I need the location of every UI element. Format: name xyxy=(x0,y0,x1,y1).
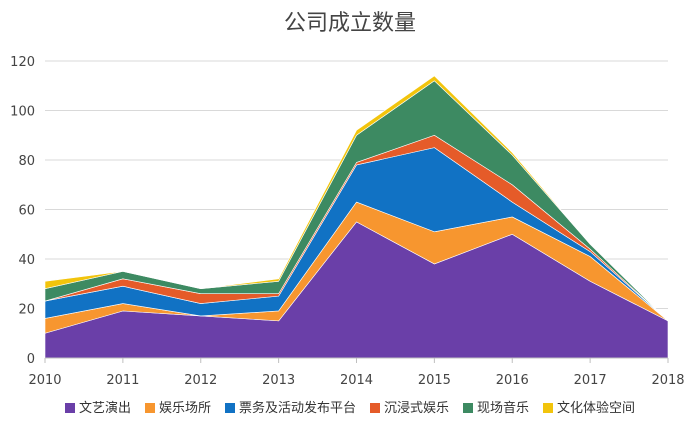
axes: 0 20 40 60 80 100 120 2010 2011 2012 2013 2014 2015 2… xyxy=(10,55,684,388)
legend-label: 沉浸式娱乐 xyxy=(384,401,449,416)
legend-label: 票务及活动发布平台 xyxy=(239,400,356,416)
area-series xyxy=(44,75,669,359)
legend-swatch xyxy=(370,403,380,413)
x-tick-label: 2010 xyxy=(28,373,61,388)
y-tick-label: 40 xyxy=(18,253,35,268)
x-tick-label: 2013 xyxy=(262,373,295,388)
legend-label: 文化体验空间 xyxy=(557,400,635,416)
y-tick-label: 0 xyxy=(27,352,35,367)
legend-swatch xyxy=(225,403,235,413)
legend-swatch xyxy=(145,403,155,413)
legend-swatch xyxy=(543,403,553,413)
y-tick-label: 80 xyxy=(18,154,35,169)
x-tick-label: 2012 xyxy=(184,373,217,388)
legend-item: 文艺演出 xyxy=(65,400,131,416)
x-tick-label: 2017 xyxy=(574,373,607,388)
legend: 文艺演出 娱乐场所 票务及活动发布平台 沉浸式娱乐 现场音乐 文化体验空间 xyxy=(65,400,635,416)
legend-item: 现场音乐 xyxy=(463,400,529,416)
x-tick-label: 2011 xyxy=(106,373,139,388)
legend-label: 娱乐场所 xyxy=(159,401,211,416)
y-tick-label: 120 xyxy=(10,55,35,70)
legend-swatch xyxy=(65,403,75,413)
y-tick-label: 60 xyxy=(18,204,35,219)
area-series-6 xyxy=(44,75,669,322)
legend-swatch xyxy=(463,403,473,413)
legend-item: 娱乐场所 xyxy=(145,401,211,416)
y-tick-label: 20 xyxy=(18,303,35,318)
chart-title: 公司成立数量 xyxy=(284,11,416,36)
legend-item: 文化体验空间 xyxy=(543,400,635,416)
y-tick-label: 100 xyxy=(10,105,35,120)
legend-item: 票务及活动发布平台 xyxy=(225,400,356,416)
x-tick-label: 2018 xyxy=(651,373,684,388)
x-tick-label: 2014 xyxy=(340,373,373,388)
x-tick-label: 2016 xyxy=(496,373,529,388)
legend-item: 沉浸式娱乐 xyxy=(370,401,449,416)
x-tick-label: 2015 xyxy=(418,373,451,388)
legend-label: 现场音乐 xyxy=(477,400,529,416)
legend-label: 文艺演出 xyxy=(79,400,131,416)
